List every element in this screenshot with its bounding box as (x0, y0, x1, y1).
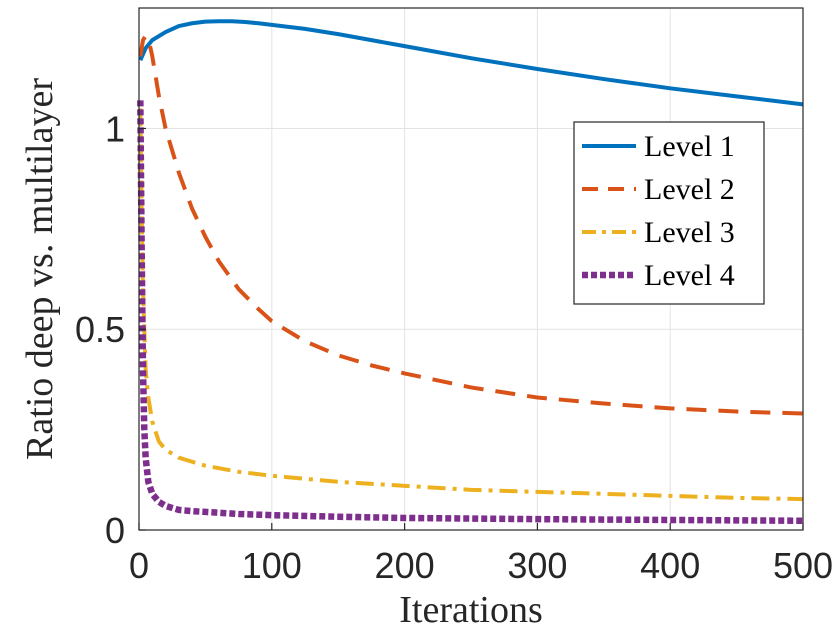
y-tick-label: 1 (105, 108, 125, 149)
legend: Level 1 Level 2 Level 3 Level 4 (573, 121, 765, 305)
y-axis-label: Ratio deep vs. multilayer (19, 78, 61, 460)
series-lines (137, 19, 804, 525)
x-tick-label: 0 (129, 545, 149, 586)
y-tick-label: 0.5 (75, 309, 125, 350)
x-tick-label: 200 (375, 545, 435, 586)
legend-label: Level 1 (644, 130, 735, 163)
series-line-level-4 (137, 100, 804, 525)
series-line-level-2 (138, 34, 804, 416)
x-tick-label: 500 (773, 545, 833, 586)
x-tick-label: 300 (507, 545, 567, 586)
y-tick-label: 0 (105, 510, 125, 551)
legend-label: Level 3 (644, 216, 735, 249)
series-line-level-1 (138, 19, 804, 107)
series-line-level-3 (138, 108, 804, 502)
x-axis-label: Iterations (399, 589, 543, 630)
legend-label: Level 4 (644, 259, 735, 292)
x-tick-label: 100 (242, 545, 302, 586)
x-tick-label: 400 (640, 545, 700, 586)
axis-ticks: 0 100 200 300 400 500 0 0.5 1 (75, 108, 833, 586)
legend-label: Level 2 (644, 173, 735, 206)
plot-frame (138, 7, 804, 531)
